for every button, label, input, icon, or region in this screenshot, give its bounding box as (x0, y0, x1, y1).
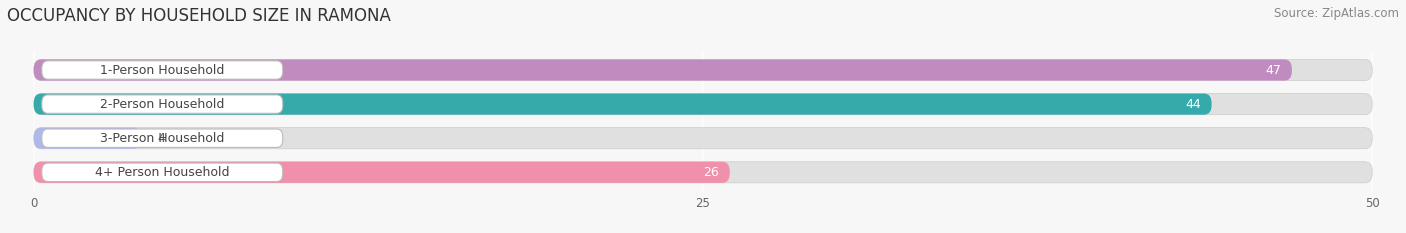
FancyBboxPatch shape (34, 93, 1212, 115)
Text: 44: 44 (1185, 98, 1201, 111)
FancyBboxPatch shape (34, 93, 1372, 115)
FancyBboxPatch shape (42, 129, 283, 147)
FancyBboxPatch shape (34, 162, 730, 183)
FancyBboxPatch shape (34, 162, 1372, 183)
Text: 4+ Person Household: 4+ Person Household (96, 166, 229, 179)
FancyBboxPatch shape (42, 163, 283, 182)
FancyBboxPatch shape (34, 128, 141, 149)
FancyBboxPatch shape (42, 95, 283, 113)
Text: 4: 4 (157, 132, 165, 145)
Text: 26: 26 (703, 166, 718, 179)
Text: 47: 47 (1265, 64, 1281, 76)
Text: 1-Person Household: 1-Person Household (100, 64, 225, 76)
Text: OCCUPANCY BY HOUSEHOLD SIZE IN RAMONA: OCCUPANCY BY HOUSEHOLD SIZE IN RAMONA (7, 7, 391, 25)
Text: 2-Person Household: 2-Person Household (100, 98, 225, 111)
FancyBboxPatch shape (34, 59, 1292, 81)
Text: Source: ZipAtlas.com: Source: ZipAtlas.com (1274, 7, 1399, 20)
Text: 3-Person Household: 3-Person Household (100, 132, 225, 145)
FancyBboxPatch shape (34, 59, 1372, 81)
FancyBboxPatch shape (42, 61, 283, 79)
FancyBboxPatch shape (34, 128, 1372, 149)
